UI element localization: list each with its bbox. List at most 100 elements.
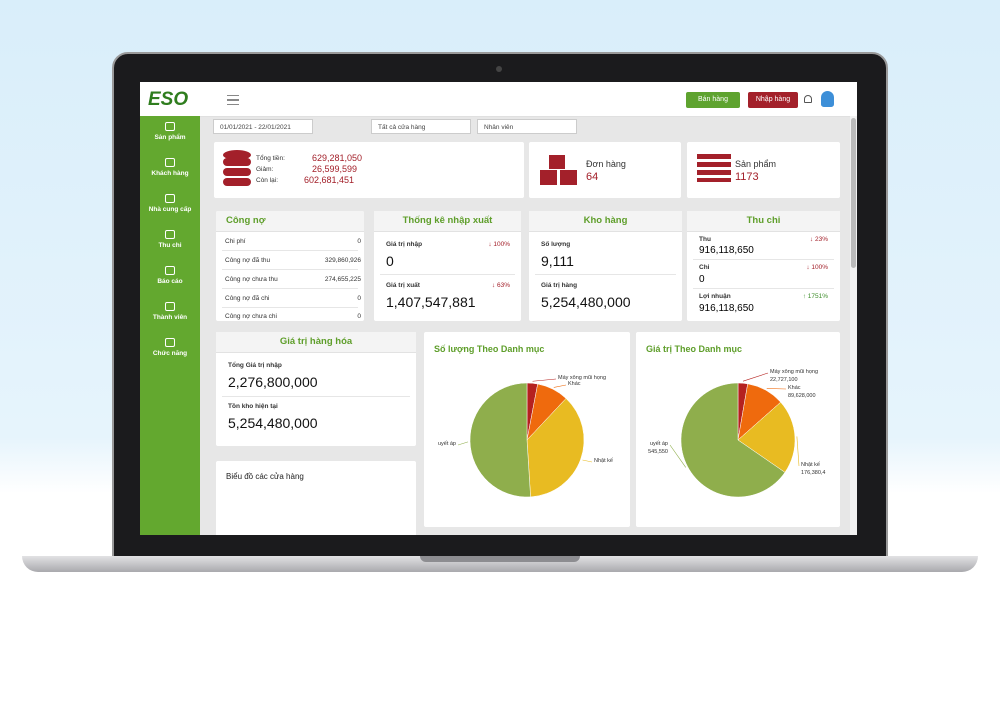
card-title: Thống kê nhập xuất xyxy=(374,211,521,232)
stat-label: Thu xyxy=(699,236,711,243)
nav-label[interactable]: Thành viên xyxy=(152,314,188,321)
logo: ESO xyxy=(148,89,189,110)
stat-value: 916,118,650 xyxy=(699,303,754,314)
pie-slice xyxy=(469,382,531,498)
stat-value: 916,118,650 xyxy=(699,245,754,256)
pie-slice xyxy=(737,401,796,473)
change-value: 63% xyxy=(496,282,510,289)
nav-label[interactable]: Thu chi xyxy=(158,242,182,249)
nav-item: Nhà cung cấp xyxy=(140,194,200,213)
summary-label: Giảm: xyxy=(256,166,274,173)
divider xyxy=(222,396,410,397)
pie-card: Giá trị Theo Danh mục Máy xông mũi họng 2… xyxy=(636,332,840,527)
leader-line xyxy=(582,459,593,463)
stat-value: 5,254,480,000 xyxy=(228,415,318,431)
slice-label: Khác xyxy=(788,385,801,391)
stat-value: 0 xyxy=(386,253,394,269)
change-value: 1751% xyxy=(807,293,828,300)
products-label: Sản phẩm xyxy=(735,159,777,169)
stock-card: Kho hàng Số lượng 9,111 Giá trị hàng 5,2… xyxy=(529,211,682,321)
divider xyxy=(222,250,358,251)
divider xyxy=(693,259,834,260)
database-icon xyxy=(223,150,251,186)
slice-value: 22,727,100 xyxy=(770,377,798,383)
nav-label[interactable]: Báo cáo xyxy=(157,278,183,285)
summary-label: Còn lại: xyxy=(256,177,279,184)
pie-chart: Máy xông mũi họng 22,727,100 Khác 89,628,00… xyxy=(648,369,825,498)
debt-label: Công nợ chưa chi xyxy=(225,313,277,320)
slice-label: Máy xông mũi họng xyxy=(558,375,606,381)
list-icon xyxy=(697,154,731,182)
nav-item: Thành viên xyxy=(140,302,200,321)
card-title: Biểu đồ các cửa hàng xyxy=(226,472,304,481)
stat-label: Chi xyxy=(699,264,710,271)
goods-value-card: Giá trị hàng hóa Tổng Giá trị nhập 2,276… xyxy=(216,332,416,446)
debt-value: 329,860,926 xyxy=(324,257,361,264)
nav-label[interactable]: Nhà cung cấp xyxy=(148,206,192,213)
scrollbar[interactable] xyxy=(850,116,857,535)
slice-label: Nhật kế xyxy=(594,458,613,464)
stat-label: Giá trị xuất xyxy=(386,282,420,289)
camera xyxy=(496,66,502,72)
slice-value: 89,628,000 xyxy=(788,393,816,399)
stat-label: Tổng Giá trị nhập xyxy=(228,362,282,369)
import-button[interactable]: Nhập hàng xyxy=(748,92,798,108)
laptop-base xyxy=(22,556,978,572)
nav-label[interactable]: Khách hàng xyxy=(151,170,189,177)
divider xyxy=(222,307,358,308)
nav-label[interactable]: Chức năng xyxy=(152,350,188,357)
stat-label: Tồn kho hiện tại xyxy=(228,403,278,410)
card-title: Công nợ xyxy=(216,211,364,232)
divider xyxy=(380,274,515,275)
card-title: Thu chi xyxy=(687,211,840,232)
store-chart-card: Biểu đồ các cửa hàng xyxy=(216,461,416,535)
nav-item: Báo cáo xyxy=(140,266,200,285)
sell-button[interactable]: Bán hàng xyxy=(686,92,740,108)
debt-label: Chi phí xyxy=(225,238,246,245)
change-value: 23% xyxy=(814,236,828,243)
pie-card: Số lượng Theo Danh mục Máy xông mũi họng… xyxy=(424,332,630,527)
date-filter[interactable]: 01/01/2021 - 22/01/2021 xyxy=(213,119,313,134)
avatar[interactable] xyxy=(821,91,834,107)
nav-label[interactable]: Sản phẩm xyxy=(154,134,186,141)
import-export-card: Thống kê nhập xuất Giá trị nhập ↓ 100% 0… xyxy=(374,211,521,321)
card-title: Kho hàng xyxy=(529,211,682,232)
change-value: 100% xyxy=(493,241,510,248)
stat-value: 5,254,480,000 xyxy=(541,294,631,310)
summary-label: Tổng tiền: xyxy=(256,155,285,162)
orders-card: Đơn hàng 64 xyxy=(529,142,681,198)
sidebar: Sản phẩm Khách hàng Nhà cung cấp Thu chi… xyxy=(140,116,200,535)
debt-label: Công nợ đã chi xyxy=(225,295,270,302)
leader-line xyxy=(766,388,787,390)
divider xyxy=(222,288,358,289)
slice-value: 545,550 xyxy=(648,449,668,455)
stat-label: Số lượng xyxy=(541,241,571,248)
bell-icon[interactable] xyxy=(804,95,812,103)
store-filter[interactable]: Tất cả cửa hàng xyxy=(371,119,471,134)
change-down: ↓ 100% xyxy=(488,241,510,248)
debt-value: 0 xyxy=(357,238,361,245)
laptop-notch xyxy=(420,556,580,562)
leader-line xyxy=(532,378,557,382)
pie-slice xyxy=(680,382,786,498)
debt-label: Công nợ chưa thu xyxy=(225,276,278,283)
slice-label: Máy xông mũi họng xyxy=(770,369,818,375)
summary-card: Tổng tiền: 629,281,050 Giảm: 26,599,599 … xyxy=(214,142,524,198)
staff-filter[interactable]: Nhân viên xyxy=(477,119,577,134)
chart-title: Số lượng Theo Danh mục xyxy=(434,344,545,354)
divider xyxy=(693,288,834,289)
leader-line xyxy=(742,372,769,382)
stat-value: 9,111 xyxy=(541,253,574,269)
debt-card: Công nợ Chi phí 0 Công nợ đã thu 329,860,9… xyxy=(216,211,364,321)
products-value: 1173 xyxy=(735,171,759,183)
debt-value: 0 xyxy=(357,313,361,320)
slice-label: uyết áp xyxy=(650,441,668,447)
menu-icon[interactable] xyxy=(227,95,239,105)
pie-slice xyxy=(526,398,585,498)
products-card: Sản phẩm 1173 xyxy=(687,142,840,198)
summary-value: 629,281,050 xyxy=(312,153,363,163)
leader-line xyxy=(457,441,469,446)
nav-item: Chức năng xyxy=(140,338,200,357)
slice-label: uyết áp xyxy=(438,441,456,447)
